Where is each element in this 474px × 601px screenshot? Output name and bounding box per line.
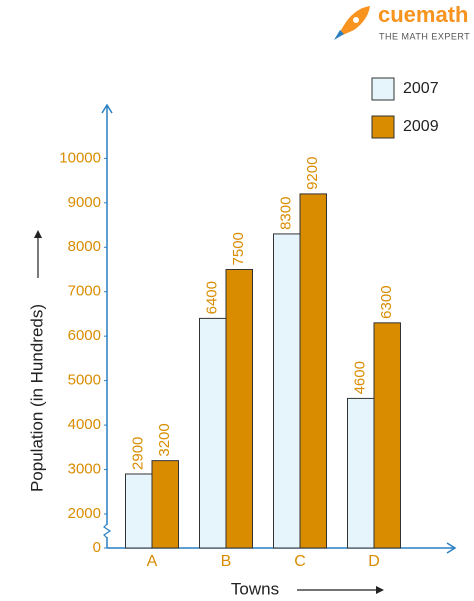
value-label: 2900 [130,437,147,470]
logo-name: cuemath [378,2,468,27]
bar [347,397,375,549]
y-tick-label: 5000 [68,372,101,389]
x-label-arrowhead [376,586,384,594]
logo-tagline: THE MATH EXPERT [379,31,470,41]
logo-rocket [336,6,370,38]
bar [299,193,327,549]
value-label: 3200 [156,423,173,456]
value-label: 8300 [278,197,295,230]
y-tick-label: 9000 [68,194,101,211]
x-tick-label: D [368,553,380,570]
x-tick-label: B [221,553,232,570]
bar [373,322,401,549]
y-axis-label: Population (in Hundreds) [27,304,46,492]
bar [151,460,179,549]
logo: cuemath THE MATH EXPERT [334,2,470,41]
y-tick-label: 0 [93,539,101,556]
bar [273,233,301,549]
axis-break [103,523,112,539]
y-label-arrowhead [34,230,42,238]
x-axis-label: Towns [231,579,279,598]
bar [199,317,227,549]
value-label: 9200 [304,157,321,190]
legend-swatch [371,77,395,101]
logo-flame [334,30,344,40]
y-tick-label: 4000 [68,416,101,433]
logo-window [353,17,359,23]
x-tick-label: C [294,553,306,570]
y-tick-label: 3000 [68,461,101,478]
bar [125,473,153,549]
legend-label: 2007 [403,80,439,97]
value-label: 7500 [230,232,247,265]
value-label: 4600 [352,361,369,394]
axis-break-gap [104,525,110,537]
y-tick-label: 2000 [68,505,101,522]
y-tick-label: 8000 [68,238,101,255]
y-axis-arrow [101,103,113,114]
legend-label: 2009 [403,118,439,135]
y-tick-label: 6000 [68,327,101,344]
y-tick-label: 7000 [68,283,101,300]
legend-swatch [371,115,395,139]
y-tick-label: 10000 [59,149,101,166]
bar [225,268,253,549]
value-label: 6400 [204,281,221,314]
value-label: 6300 [378,285,395,318]
x-tick-label: A [147,553,158,570]
x-axis-arrow [446,542,457,554]
